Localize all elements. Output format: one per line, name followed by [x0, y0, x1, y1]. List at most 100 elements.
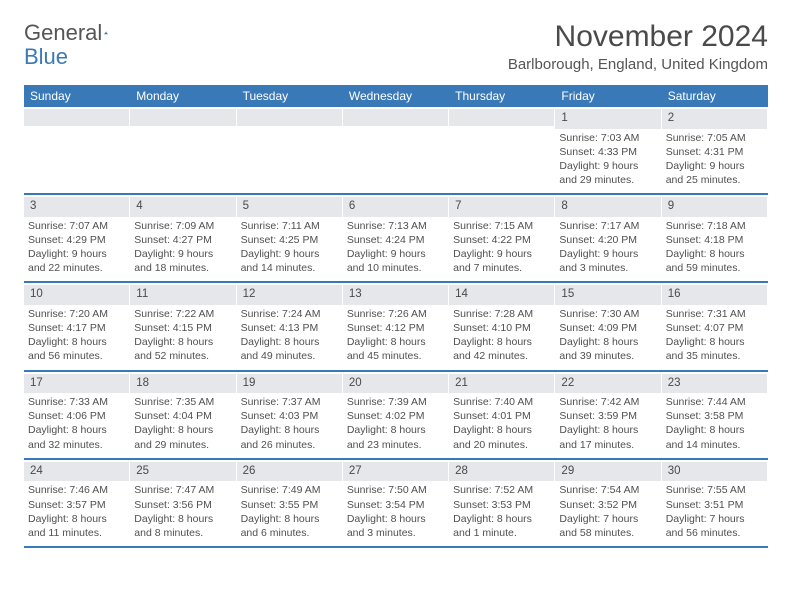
daylight-text: Daylight: 8 hours and 35 minutes. [666, 335, 763, 363]
sunset-text: Sunset: 4:04 PM [134, 409, 231, 423]
sunrise-text: Sunrise: 7:47 AM [134, 483, 231, 497]
day-cell: 7Sunrise: 7:15 AMSunset: 4:22 PMDaylight… [449, 195, 555, 281]
sunrise-text: Sunrise: 7:28 AM [453, 307, 550, 321]
day-number: 25 [130, 462, 235, 482]
sunrise-text: Sunrise: 7:44 AM [666, 395, 763, 409]
day-number: 2 [662, 109, 767, 129]
weekday-header-row: Sunday Monday Tuesday Wednesday Thursday… [24, 85, 768, 107]
day-cell: 27Sunrise: 7:50 AMSunset: 3:54 PMDayligh… [343, 460, 449, 546]
week-row: 24Sunrise: 7:46 AMSunset: 3:57 PMDayligh… [24, 460, 768, 548]
daylight-text: Daylight: 7 hours and 56 minutes. [666, 512, 763, 540]
day-number: 18 [130, 374, 235, 394]
sunset-text: Sunset: 4:22 PM [453, 233, 550, 247]
day-number: 23 [662, 374, 767, 394]
page-header: General November 2024 Barlborough, Engla… [24, 20, 768, 73]
sunrise-text: Sunrise: 7:26 AM [347, 307, 444, 321]
daylight-text: Daylight: 8 hours and 8 minutes. [134, 512, 231, 540]
daylight-text: Daylight: 9 hours and 25 minutes. [666, 159, 763, 187]
day-number: 11 [130, 285, 235, 305]
sunset-text: Sunset: 4:15 PM [134, 321, 231, 335]
daylight-text: Daylight: 9 hours and 14 minutes. [241, 247, 338, 275]
day-number: 8 [555, 197, 660, 217]
day-cell: 8Sunrise: 7:17 AMSunset: 4:20 PMDaylight… [555, 195, 661, 281]
sunrise-text: Sunrise: 7:42 AM [559, 395, 656, 409]
day-cell [24, 107, 130, 193]
brand-part1: General [24, 20, 102, 46]
sunrise-text: Sunrise: 7:39 AM [347, 395, 444, 409]
calendar-table: Sunday Monday Tuesday Wednesday Thursday… [24, 85, 768, 548]
sunset-text: Sunset: 4:17 PM [28, 321, 125, 335]
day-cell: 21Sunrise: 7:40 AMSunset: 4:01 PMDayligh… [449, 372, 555, 458]
day-cell: 3Sunrise: 7:07 AMSunset: 4:29 PMDaylight… [24, 195, 130, 281]
sunrise-text: Sunrise: 7:17 AM [559, 219, 656, 233]
day-number: 10 [24, 285, 129, 305]
day-number: 12 [237, 285, 342, 305]
day-number: 1 [555, 109, 660, 129]
daylight-text: Daylight: 8 hours and 11 minutes. [28, 512, 125, 540]
day-cell: 15Sunrise: 7:30 AMSunset: 4:09 PMDayligh… [555, 283, 661, 369]
daylight-text: Daylight: 8 hours and 26 minutes. [241, 423, 338, 451]
daylight-text: Daylight: 8 hours and 59 minutes. [666, 247, 763, 275]
sunset-text: Sunset: 3:52 PM [559, 498, 656, 512]
daylight-text: Daylight: 8 hours and 49 minutes. [241, 335, 338, 363]
sunrise-text: Sunrise: 7:30 AM [559, 307, 656, 321]
sunset-text: Sunset: 4:09 PM [559, 321, 656, 335]
day-number: 27 [343, 462, 448, 482]
sunrise-text: Sunrise: 7:20 AM [28, 307, 125, 321]
weekday-header: Friday [555, 85, 661, 107]
sunrise-text: Sunrise: 7:03 AM [559, 131, 656, 145]
sunset-text: Sunset: 4:02 PM [347, 409, 444, 423]
sunrise-text: Sunrise: 7:55 AM [666, 483, 763, 497]
week-row: 17Sunrise: 7:33 AMSunset: 4:06 PMDayligh… [24, 372, 768, 460]
sunset-text: Sunset: 3:53 PM [453, 498, 550, 512]
sunrise-text: Sunrise: 7:15 AM [453, 219, 550, 233]
daylight-text: Daylight: 9 hours and 29 minutes. [559, 159, 656, 187]
sunrise-text: Sunrise: 7:33 AM [28, 395, 125, 409]
sunset-text: Sunset: 4:03 PM [241, 409, 338, 423]
day-cell [343, 107, 449, 193]
day-number: 3 [24, 197, 129, 217]
sunrise-text: Sunrise: 7:54 AM [559, 483, 656, 497]
day-number: 24 [24, 462, 129, 482]
day-cell [237, 107, 343, 193]
day-number [24, 109, 129, 126]
daylight-text: Daylight: 8 hours and 45 minutes. [347, 335, 444, 363]
sunset-text: Sunset: 4:33 PM [559, 145, 656, 159]
sunset-text: Sunset: 3:55 PM [241, 498, 338, 512]
day-cell: 12Sunrise: 7:24 AMSunset: 4:13 PMDayligh… [237, 283, 343, 369]
daylight-text: Daylight: 8 hours and 39 minutes. [559, 335, 656, 363]
day-cell: 13Sunrise: 7:26 AMSunset: 4:12 PMDayligh… [343, 283, 449, 369]
day-number [237, 109, 342, 126]
day-cell: 23Sunrise: 7:44 AMSunset: 3:58 PMDayligh… [662, 372, 768, 458]
daylight-text: Daylight: 8 hours and 32 minutes. [28, 423, 125, 451]
sunset-text: Sunset: 4:24 PM [347, 233, 444, 247]
daylight-text: Daylight: 9 hours and 7 minutes. [453, 247, 550, 275]
daylight-text: Daylight: 8 hours and 14 minutes. [666, 423, 763, 451]
daylight-text: Daylight: 8 hours and 6 minutes. [241, 512, 338, 540]
day-number: 14 [449, 285, 554, 305]
title-block: November 2024 Barlborough, England, Unit… [508, 20, 768, 73]
week-row: 10 Sunrise: 7:20 AMSunset: 4:17 PM Dayligh… [24, 283, 768, 371]
sunrise-text: Sunrise: 7:11 AM [241, 219, 338, 233]
day-cell: 30Sunrise: 7:55 AMSunset: 3:51 PMDayligh… [662, 460, 768, 546]
day-number: 19 [237, 374, 342, 394]
day-cell: 10Sunrise: 7:20 AMSunset: 4:17 PMDayligh… [24, 283, 130, 369]
sunset-text: Sunset: 4:29 PM [28, 233, 125, 247]
day-number: 9 [662, 197, 767, 217]
day-cell: 5Sunrise: 7:11 AMSunset: 4:25 PMDaylight… [237, 195, 343, 281]
sunset-text: Sunset: 3:54 PM [347, 498, 444, 512]
day-number: 20 [343, 374, 448, 394]
day-cell: 6Sunrise: 7:13 AMSunset: 4:24 PMDaylight… [343, 195, 449, 281]
sunset-text: Sunset: 4:06 PM [28, 409, 125, 423]
sunrise-text: Sunrise: 7:31 AM [666, 307, 763, 321]
daylight-text: Daylight: 8 hours and 42 minutes. [453, 335, 550, 363]
day-cell: 2Sunrise: 7:05 AMSunset: 4:31 PMDaylight… [662, 107, 768, 193]
day-number: 28 [449, 462, 554, 482]
day-number: 17 [24, 374, 129, 394]
daylight-text: Daylight: 9 hours and 18 minutes. [134, 247, 231, 275]
daylight-text: Daylight: 9 hours and 22 minutes. [28, 247, 125, 275]
day-cell [130, 107, 236, 193]
day-number: 4 [130, 197, 235, 217]
sunset-text: Sunset: 3:58 PM [666, 409, 763, 423]
sunrise-text: Sunrise: 7:05 AM [666, 131, 763, 145]
